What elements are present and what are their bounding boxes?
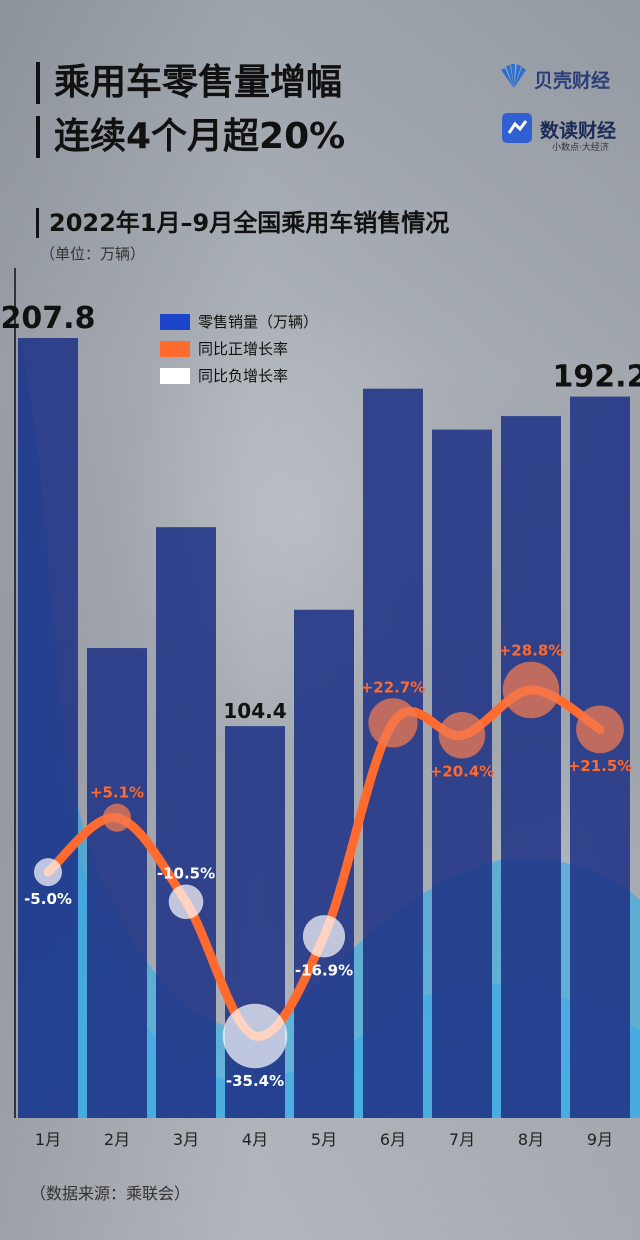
bar-7月 bbox=[432, 429, 492, 1118]
bar-value-label: 192.2 bbox=[553, 360, 640, 395]
rate-label: -16.9% bbox=[295, 961, 353, 979]
rate-label: -35.4% bbox=[226, 1072, 284, 1090]
x-tick-label: 8月 bbox=[518, 1130, 544, 1149]
rate-point-1月 bbox=[34, 858, 62, 887]
rate-label: -10.5% bbox=[157, 865, 215, 883]
rate-label: +5.1% bbox=[90, 784, 144, 802]
shell-logo-icon bbox=[501, 64, 526, 88]
chart-subtitle: 2022年1月–9月全国乘用车销售情况 bbox=[36, 208, 449, 238]
unit-label: （单位：万辆） bbox=[40, 245, 146, 263]
headline-line1: 乘用车零售量增幅 bbox=[36, 62, 342, 104]
brand-shudu-tagline: 小数点·大经济 bbox=[552, 143, 609, 153]
x-tick-label: 4月 bbox=[242, 1130, 268, 1149]
left-axis-rule bbox=[14, 268, 16, 1118]
rate-point-2月 bbox=[102, 803, 132, 832]
headline-line2: 连续4个月超20% bbox=[36, 116, 345, 158]
legend-swatch-bar bbox=[160, 313, 190, 330]
bar-1月 bbox=[18, 338, 78, 1118]
bar-3月 bbox=[156, 527, 216, 1118]
x-tick-label: 3月 bbox=[173, 1130, 199, 1149]
bar-2月 bbox=[87, 648, 147, 1118]
bar-value-label: 104.4 bbox=[223, 699, 286, 723]
legend-label-bar: 零售销量（万辆） bbox=[198, 313, 319, 331]
rate-point-4月 bbox=[222, 1003, 288, 1069]
rate-label: +20.4% bbox=[430, 763, 495, 781]
brand-logo-beike bbox=[498, 60, 530, 94]
x-tick-label: 6月 bbox=[380, 1130, 406, 1149]
chart-legend: 零售销量（万辆） 同比正增长率 同比负增长率 bbox=[160, 308, 318, 389]
legend-label-positive: 同比正增长率 bbox=[198, 340, 289, 358]
legend-item-positive: 同比正增长率 bbox=[160, 335, 318, 362]
rate-label: +28.8% bbox=[499, 642, 564, 660]
legend-swatch-negative bbox=[160, 367, 190, 384]
x-tick-label: 9月 bbox=[587, 1130, 613, 1149]
x-tick-label: 5月 bbox=[311, 1130, 337, 1149]
legend-label-negative: 同比负增长率 bbox=[198, 367, 289, 385]
rate-label: +22.7% bbox=[361, 678, 426, 696]
x-tick-label: 7月 bbox=[449, 1130, 475, 1149]
brand-shudu-name: 数读财经 bbox=[540, 120, 617, 142]
legend-swatch-positive bbox=[160, 340, 190, 357]
legend-item-negative: 同比负增长率 bbox=[160, 362, 318, 389]
bar-6月 bbox=[363, 388, 423, 1119]
brand-logo-shudu bbox=[502, 113, 532, 143]
brand-beike-name: 贝壳财经 bbox=[534, 70, 611, 92]
x-tick-label: 2月 bbox=[104, 1130, 130, 1149]
rate-point-8月 bbox=[502, 661, 560, 719]
bar-9月 bbox=[570, 396, 630, 1119]
rate-point-7月 bbox=[438, 712, 486, 759]
rate-point-9月 bbox=[576, 705, 624, 754]
rate-point-6月 bbox=[368, 698, 418, 748]
rate-point-3月 bbox=[168, 884, 204, 920]
bar-value-label: 207.8 bbox=[1, 301, 96, 336]
legend-item-bar: 零售销量（万辆） bbox=[160, 308, 318, 335]
bar-8月 bbox=[501, 416, 561, 1118]
rate-point-5月 bbox=[302, 915, 346, 958]
data-source: （数据来源：乘联会） bbox=[30, 1184, 191, 1203]
rate-label: +21.5% bbox=[568, 757, 633, 775]
x-tick-label: 1月 bbox=[35, 1130, 61, 1149]
rate-label: -5.0% bbox=[24, 890, 72, 908]
data-logo-icon bbox=[507, 120, 528, 134]
